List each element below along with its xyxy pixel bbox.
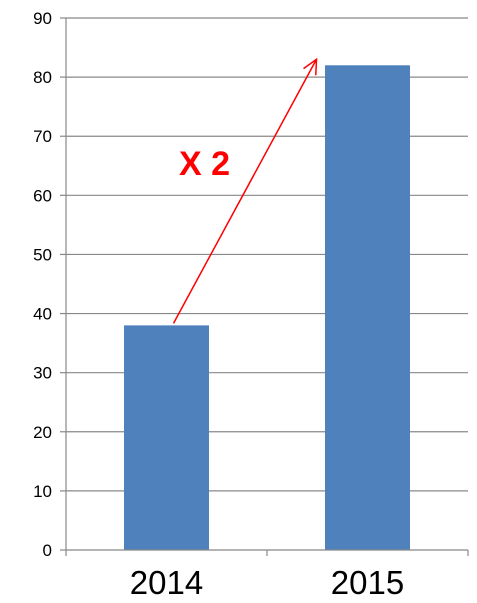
axes: [60, 17, 469, 556]
y-tick-label: 40: [33, 305, 52, 324]
y-tick-label: 20: [33, 423, 52, 442]
x-tick-label: 2015: [331, 564, 404, 601]
x-tick-labels: 2014 2015: [130, 564, 404, 601]
annotation-arrow-head: [303, 57, 318, 76]
x-tick-label: 2014: [130, 564, 203, 601]
y-tick-label: 60: [33, 186, 52, 205]
y-tick-label: 80: [33, 68, 52, 87]
y-tick-label: 10: [33, 482, 52, 501]
bars: [124, 65, 410, 551]
y-tick-label: 50: [33, 245, 52, 264]
bar-2014: [124, 325, 209, 550]
bar-2015: [325, 65, 410, 551]
y-tick-label: 70: [33, 127, 52, 146]
annotation-label: X 2: [179, 145, 230, 183]
annotation: X 2: [172, 57, 318, 324]
annotation-arrow-line: [172, 58, 318, 324]
y-tick-label: 30: [33, 364, 52, 383]
y-tick-label: 90: [33, 9, 52, 28]
y-tick-label: 0: [43, 541, 52, 560]
y-tick-labels: 0 10 20 30 40 50 60 70 80 90: [33, 9, 52, 560]
